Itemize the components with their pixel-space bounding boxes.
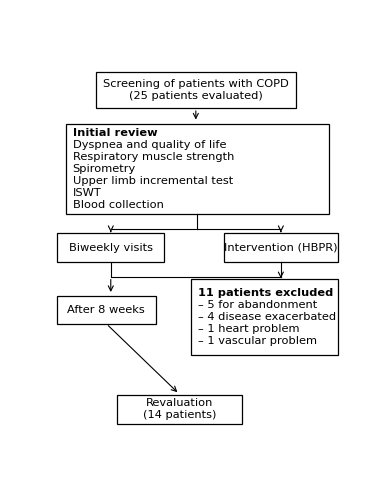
Text: Respiratory muscle strength: Respiratory muscle strength xyxy=(73,152,234,162)
Text: Screening of patients with COPD: Screening of patients with COPD xyxy=(103,79,289,89)
Text: Initial review: Initial review xyxy=(73,128,157,138)
Text: Spirometry: Spirometry xyxy=(73,164,136,174)
Text: – 5 for abandonment: – 5 for abandonment xyxy=(198,300,317,310)
Text: Revaluation: Revaluation xyxy=(146,398,213,408)
Text: Blood collection: Blood collection xyxy=(73,200,164,209)
FancyBboxPatch shape xyxy=(57,296,156,324)
Text: After 8 weeks: After 8 weeks xyxy=(67,305,145,315)
Text: Upper limb incremental test: Upper limb incremental test xyxy=(73,176,233,186)
Text: – 4 disease exacerbated: – 4 disease exacerbated xyxy=(198,312,336,322)
FancyBboxPatch shape xyxy=(57,234,164,262)
Text: – 1 vascular problem: – 1 vascular problem xyxy=(198,336,317,346)
Text: 11 patients excluded: 11 patients excluded xyxy=(198,288,333,298)
Text: (25 patients evaluated): (25 patients evaluated) xyxy=(129,91,263,101)
Text: – 1 heart problem: – 1 heart problem xyxy=(198,324,300,334)
Text: (14 patients): (14 patients) xyxy=(143,410,216,420)
FancyBboxPatch shape xyxy=(66,124,328,214)
Text: ISWT: ISWT xyxy=(73,188,101,198)
FancyBboxPatch shape xyxy=(117,395,242,424)
Text: Intervention (HBPR): Intervention (HBPR) xyxy=(224,242,338,252)
FancyBboxPatch shape xyxy=(96,72,296,108)
FancyBboxPatch shape xyxy=(224,234,338,262)
FancyBboxPatch shape xyxy=(191,280,338,354)
Text: Biweekly visits: Biweekly visits xyxy=(69,242,153,252)
Text: Dyspnea and quality of life: Dyspnea and quality of life xyxy=(73,140,226,150)
